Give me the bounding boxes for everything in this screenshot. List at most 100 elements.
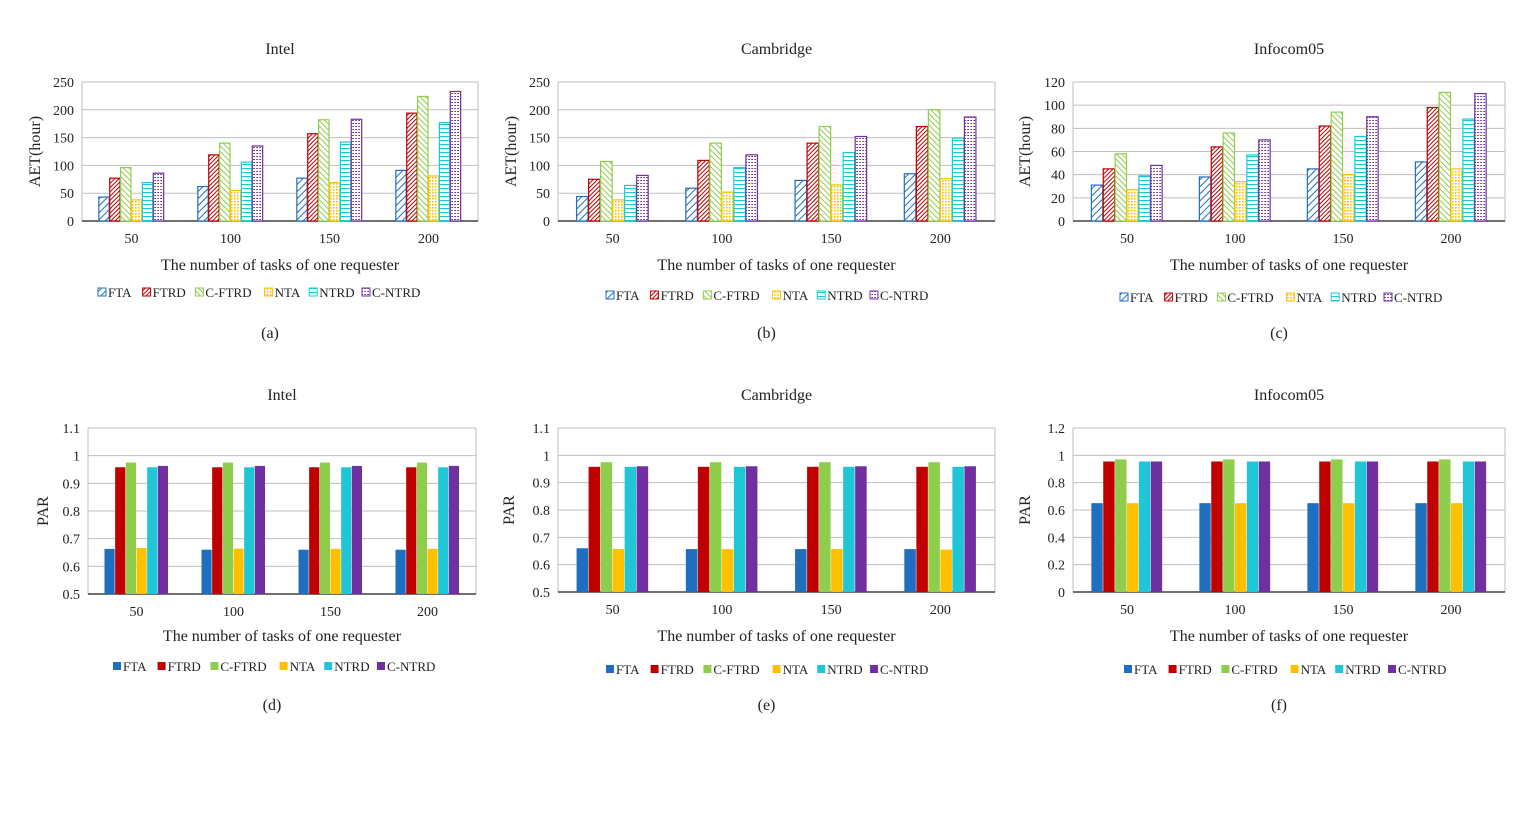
- legend-label: FTA: [108, 285, 132, 300]
- bar-c-ntrd-200: [964, 466, 976, 592]
- bar-c-ftrd-50: [600, 160, 613, 222]
- legend-swatch-c-ntrd: [377, 662, 385, 670]
- bar-c-ntrd-100: [1258, 461, 1271, 592]
- bar-ftrd-100: [1211, 461, 1223, 592]
- figure-caption: (c): [1270, 325, 1288, 342]
- bar-ftrd-50: [109, 177, 121, 222]
- bar-nta-200: [427, 548, 438, 594]
- bar-c-ntrd-50: [636, 466, 649, 592]
- bar-c-ftrd-100: [1223, 459, 1235, 592]
- bar-c-ntrd-150: [350, 118, 363, 222]
- legend-swatch-fta: [606, 665, 614, 673]
- bar-ftrd-200: [1426, 106, 1440, 222]
- figure-caption: (b): [757, 325, 776, 342]
- x-axis-label: The number of tasks of one requester: [657, 257, 896, 274]
- x-axis-label: The number of tasks of one requester: [657, 628, 896, 645]
- legend-label: FTRD: [661, 288, 694, 303]
- x-tick-label: 100: [223, 605, 244, 620]
- bar-fta-50: [98, 196, 110, 222]
- bar-fta-50: [576, 548, 589, 592]
- bar-nta-50: [130, 199, 143, 222]
- bar-c-ntrd-50: [636, 174, 649, 222]
- y-tick-label: 0.5: [63, 588, 81, 603]
- y-tick-label: 1.1: [63, 422, 81, 437]
- y-axis-label: AET(hour): [503, 116, 520, 187]
- legend: FTA FTRD C-FTRD NTA NTRD C-NTRD: [97, 285, 420, 300]
- x-tick-label: 100: [1225, 232, 1246, 247]
- bar-ftrd-150: [807, 466, 819, 592]
- bar-ntrd-50: [141, 182, 154, 222]
- bar-c-ftrd-200: [417, 95, 429, 222]
- legend-swatch-ftrd: [1164, 292, 1174, 302]
- legend-swatch-nta: [772, 665, 781, 673]
- bar-ntrd-200: [1462, 461, 1475, 592]
- bar-fta-200: [903, 173, 917, 222]
- chart-d: Intel 0.5 0.6 0.7 0.8 0.9 1 1.1 50 100 150 200 The n…: [35, 387, 477, 714]
- legend: FTA FTRD C-FTRD NTA NTRD C-NTRD: [1124, 662, 1446, 677]
- bar-ntrd-50: [1138, 461, 1151, 592]
- legend-swatch-fta: [1124, 665, 1132, 673]
- bar-ntrd-200: [952, 466, 964, 592]
- legend-swatch-ntrd: [308, 287, 318, 297]
- bar-ntrd-150: [339, 141, 352, 222]
- bar-ftrd-50: [115, 467, 126, 594]
- legend-swatch-c-ntrd: [1388, 665, 1396, 673]
- legend-label: NTRD: [1345, 662, 1380, 677]
- bar-ntrd-100: [244, 467, 255, 594]
- bar-nta-100: [721, 549, 734, 592]
- bar-nta-100: [229, 189, 242, 222]
- bar-ntrd-150: [1354, 461, 1367, 592]
- y-tick-label: 0.6: [63, 560, 81, 575]
- chart-c: Infocom05 0 20 40 60 80 100 120 50 100 150 200 The n…: [1017, 41, 1506, 342]
- bar-c-ftrd-50: [125, 462, 136, 594]
- bar-c-ntrd-200: [963, 116, 977, 222]
- bar-c-ntrd-150: [855, 466, 867, 592]
- bar-c-ftrd-150: [1331, 459, 1343, 592]
- bar-nta-50: [612, 199, 625, 222]
- bar-c-ftrd-100: [709, 462, 722, 592]
- legend: FTA FTRD C-FTRD NTA NTRD C-NTRD: [605, 288, 928, 303]
- legend-swatch-ntrd: [1335, 665, 1344, 673]
- y-tick-label: 0.7: [63, 533, 81, 548]
- bar-ftrd-50: [1102, 168, 1116, 222]
- bar-nta-150: [328, 182, 341, 222]
- bar-fta-100: [201, 549, 212, 594]
- bar-fta-100: [685, 549, 698, 592]
- x-tick-label: 150: [821, 232, 842, 247]
- legend-swatch-nta: [1286, 292, 1296, 302]
- x-tick-label: 200: [930, 232, 951, 247]
- bar-nta-150: [1342, 174, 1355, 222]
- bar-c-ntrd-100: [745, 154, 759, 222]
- legend-label: C-FTRD: [1227, 290, 1273, 305]
- bar-ftrd-150: [1318, 125, 1332, 222]
- bar-fta-200: [904, 549, 916, 592]
- legend-label: FTRD: [661, 662, 694, 677]
- legend-swatch-c-ftrd: [194, 287, 204, 297]
- bar-fta-150: [298, 549, 309, 594]
- legend-label: FTA: [123, 659, 147, 674]
- bar-fta-50: [104, 548, 115, 594]
- bar-c-ftrd-150: [1330, 111, 1344, 222]
- bar-nta-200: [940, 549, 952, 592]
- y-tick-label: 100: [529, 159, 550, 174]
- bar-c-ntrd-50: [157, 465, 169, 594]
- legend-label: FTA: [1130, 290, 1154, 305]
- legend-swatch-fta: [605, 290, 615, 300]
- bar-c-ntrd-150: [351, 465, 363, 594]
- bar-ntrd-100: [733, 167, 747, 222]
- bar-c-ftrd-150: [818, 125, 832, 222]
- figure-caption: (f): [1271, 697, 1287, 714]
- chart-b: Cambridge 0 50 100 150 200 250 50 100 150 200 The n…: [503, 41, 996, 342]
- legend-swatch-nta: [264, 287, 274, 297]
- bar-fta-100: [685, 187, 698, 222]
- y-tick-label: 0: [543, 215, 550, 230]
- bar-c-ftrd-50: [120, 167, 132, 222]
- x-axis-label: The number of tasks of one requester: [163, 628, 402, 645]
- y-tick-label: 0.6: [1048, 504, 1066, 519]
- legend-label: NTA: [783, 662, 809, 677]
- bar-ftrd-100: [212, 467, 223, 594]
- chart-title: Infocom05: [1254, 387, 1324, 404]
- legend-label: C-FTRD: [713, 662, 759, 677]
- y-tick-label: 100: [53, 159, 74, 174]
